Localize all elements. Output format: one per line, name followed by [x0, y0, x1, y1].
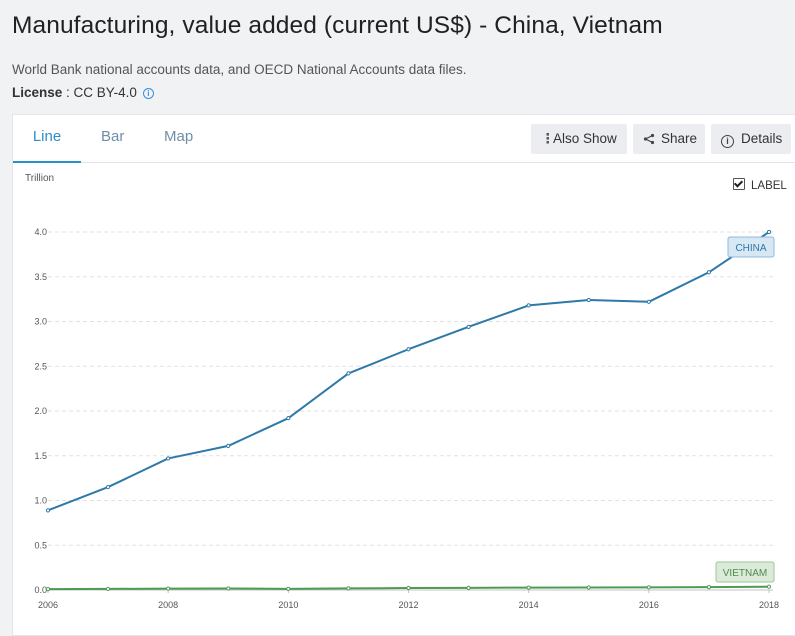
data-point-vietnam [45, 587, 51, 592]
chart-tabs: Line Bar Map ⋮Also Show Share i Details [13, 115, 795, 163]
data-point-vietnam [406, 585, 411, 591]
tab-bar[interactable]: Bar [101, 128, 125, 145]
license-value: : CC BY-4.0 [66, 85, 137, 100]
also-show-label: Also Show [553, 131, 617, 146]
data-point-vietnam [166, 586, 171, 591]
data-point-china [166, 456, 171, 461]
data-point-china [586, 297, 591, 303]
license-line: License : CC BY-4.0 i [12, 85, 154, 100]
data-point-china [286, 416, 291, 421]
series-label-china: CHINA [735, 243, 766, 254]
data-point-vietnam [526, 585, 531, 590]
chart-card: Line Bar Map ⋮Also Show Share i Details T… [12, 114, 795, 636]
data-point-china [105, 484, 111, 490]
y-tick-label: 0.5 [34, 540, 47, 550]
label-checkbox[interactable] [733, 178, 745, 190]
y-tick-label: 2.5 [34, 361, 47, 371]
share-label: Share [661, 131, 698, 146]
data-point-china [406, 347, 411, 352]
y-tick-label: 4.0 [34, 227, 47, 237]
line-chart: 0.0 0.5 1.0 1.5 2.0 2.5 3.0 3.5 4.0 2006 2008 2010 2… [34, 227, 779, 610]
label-toggle-text: LABEL [751, 180, 787, 192]
series-tag-vietnam [715, 561, 775, 583]
tab-line[interactable]: Line [13, 115, 81, 163]
data-point-vietnam [226, 586, 231, 591]
share-icon [643, 133, 655, 145]
also-show-button[interactable]: ⋮Also Show [531, 124, 627, 154]
data-point-vietnam [706, 585, 712, 590]
y-tick-label: 1.0 [34, 496, 47, 506]
tab-map[interactable]: Map [164, 128, 194, 145]
data-point-china [526, 303, 531, 308]
data-point-china [45, 508, 51, 513]
y-tick-label: 2.0 [34, 406, 47, 416]
x-tick-label: 2016 [639, 600, 659, 610]
data-point-china [466, 324, 471, 329]
label-toggle[interactable]: LABEL [733, 178, 787, 192]
info-icon[interactable]: i [142, 88, 154, 99]
data-point-china [706, 270, 712, 275]
x-tick-label: 2018 [759, 600, 779, 610]
y-tick-label: 3.0 [34, 317, 47, 327]
x-tick-label: 2010 [278, 600, 298, 610]
x-tick-label: 2014 [519, 600, 539, 610]
series-tag-china [727, 236, 775, 258]
data-point-vietnam [466, 585, 471, 590]
share-button[interactable]: Share [633, 124, 705, 154]
data-point-china [766, 229, 772, 235]
data-point-vietnam [346, 586, 351, 591]
data-point-vietnam [646, 585, 651, 590]
data-point-vietnam [286, 586, 291, 591]
details-label: Details [741, 131, 783, 146]
data-point-vietnam [586, 585, 591, 590]
data-point-china [346, 371, 351, 376]
series-line-china [47, 231, 770, 512]
x-tick-label: 2008 [158, 600, 178, 610]
details-button[interactable]: i Details [711, 124, 791, 154]
x-tick-label: 2012 [398, 600, 418, 610]
data-point-vietnam [105, 586, 111, 592]
y-tick-label: 3.5 [34, 272, 47, 282]
series-label-vietnam: VIETNAM [723, 568, 767, 579]
data-point-china [226, 443, 231, 449]
y-axis-unit: Trillion [25, 173, 55, 184]
source-note: World Bank national accounts data, and O… [12, 62, 467, 77]
data-point-vietnam [766, 584, 772, 589]
y-tick-label: 0.0 [34, 585, 47, 595]
info-circle-icon: i [721, 135, 734, 148]
data-point-china [646, 299, 651, 304]
y-tick-label: 1.5 [34, 451, 47, 461]
license-label: License [12, 85, 63, 100]
x-tick-label: 2006 [38, 600, 58, 610]
page-title: Manufacturing, value added (current US$)… [12, 12, 663, 39]
